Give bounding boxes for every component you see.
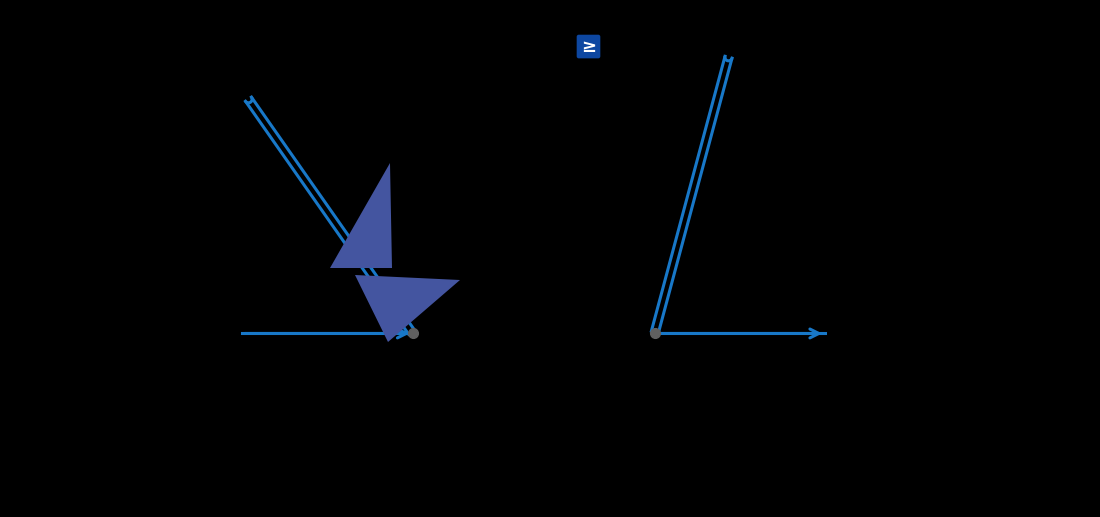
Polygon shape xyxy=(355,275,460,342)
Text: ≥: ≥ xyxy=(581,38,596,55)
Polygon shape xyxy=(330,163,392,268)
FancyBboxPatch shape xyxy=(576,35,601,58)
